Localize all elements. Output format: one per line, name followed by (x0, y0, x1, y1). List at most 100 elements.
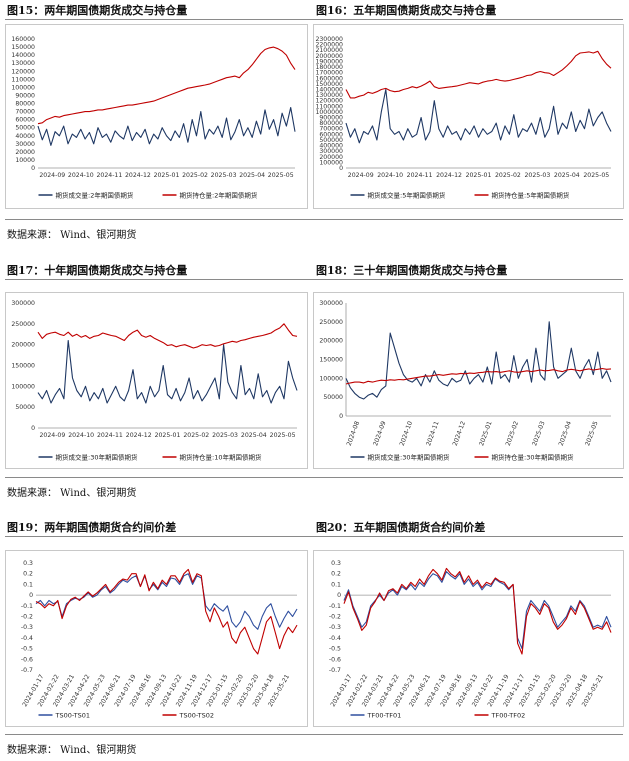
x-tick-label: 2024-10 (377, 172, 403, 179)
legend-label: 期货成交量:5年期国债期货 (368, 190, 446, 199)
chart-svg-fig19: 0.30.20.10-0.1-0.2-0.3-0.4-0.5-0.6-0.720… (21, 560, 298, 719)
x-tick-label: 2025-03 (212, 432, 238, 439)
y-tick-label: 400000 (319, 143, 343, 150)
y-tick-label: 0 (31, 165, 35, 172)
x-tick-label: 2024-12 (452, 420, 467, 447)
y-tick-label: 900000 (319, 115, 343, 122)
y-tick-label: 1800000 (315, 64, 343, 71)
legend-label: 期货成交量:2年期国债期货 (56, 190, 134, 199)
y-tick-label: 100000 (319, 375, 343, 382)
x-tick-label: 2025-02 (183, 432, 209, 439)
y-tick-label: 0.2 (331, 571, 341, 578)
y-tick-label: 100000 (11, 383, 35, 390)
y-tick-label: 1400000 (315, 86, 343, 93)
y-tick-label: 300000 (319, 148, 343, 155)
y-tick-label: 80000 (15, 101, 35, 108)
y-tick-label: 0.3 (331, 560, 341, 567)
x-tick-label: 2025-03 (524, 172, 550, 179)
y-tick-label: 150000 (11, 363, 35, 370)
x-tick-label: 2025-02 (182, 172, 208, 179)
y-tick-label: 0 (337, 592, 341, 599)
source-rule-row2 (5, 477, 623, 478)
series-line-a (343, 571, 612, 650)
series-line-a (37, 339, 298, 404)
x-tick-label: 2024-08 (346, 420, 361, 447)
x-tick-label: 2024-09 (39, 172, 65, 179)
x-tick-label: 2024-10 (68, 432, 94, 439)
x-tick-label: 2025-01 (155, 432, 181, 439)
y-tick-label: 90000 (15, 92, 35, 99)
figure-title-19: 图19：两年期国债期货合约间价差 (7, 521, 177, 534)
y-tick-label: 0 (339, 413, 343, 420)
y-tick-label: 200000 (319, 338, 343, 345)
chart-panel-18: 300000 250000 200000 150000 100000 50000 0 2024… (313, 292, 624, 469)
y-tick-label: -0.6 (329, 656, 341, 663)
y-tick-label: 0.2 (23, 571, 33, 578)
x-tick-label: 2024-09 (348, 172, 374, 179)
legend-label: TF00-TF01 (367, 711, 402, 719)
y-tick-label: 30000 (15, 141, 35, 148)
y-tick-label: -0.3 (329, 624, 341, 631)
chart-panel-19: 0.3 0.2 0.1 0 -0.1 -0.2 -0.3 -0.4 -0.5 -0.6 -0.7 20… (5, 550, 308, 727)
series-line-a (35, 573, 298, 630)
title-rule-row3 (5, 536, 623, 537)
y-tick-label: 160000 (11, 36, 35, 43)
data-source-1: 数据来源： Wind、银河期货 (7, 230, 137, 241)
y-tick-label: -0.1 (329, 603, 341, 610)
figure-title-16: 图16：五年期国债期货成交与持仓量 (316, 4, 497, 17)
y-tick-label: 1000000 (315, 109, 343, 116)
y-tick-label: 0.1 (331, 581, 341, 588)
y-tick-label: 800000 (319, 120, 343, 127)
x-tick-label: 2024-10 (399, 420, 414, 447)
y-tick-label: 100000 (319, 159, 343, 166)
chart-panel-20: 0.3 0.2 0.1 0 -0.1 -0.2 -0.3 -0.4 -0.5 -0.6 -0.7 20… (313, 550, 624, 727)
chart-panel-15: 160000 150000 140000 130000 120000 110000 1000… (5, 24, 308, 209)
x-tick-label: 2025-01 (478, 420, 493, 447)
legend-label: TS00-TS01 (55, 711, 90, 719)
series-line-b (35, 568, 298, 655)
series-line-b (345, 367, 612, 385)
x-tick-label: 2024-10 (68, 172, 94, 179)
chart-svg-fig18: 3000002500002000001500001000005000002024… (319, 300, 612, 461)
figure-title-17: 图17：十年期国债期货成交与持仓量 (7, 264, 188, 277)
y-tick-label: 140000 (11, 52, 35, 59)
x-tick-label: 2025-04 (558, 420, 573, 447)
y-tick-label: 120000 (11, 68, 35, 75)
y-tick-label: 500000 (319, 137, 343, 144)
y-tick-label: -0.1 (21, 603, 33, 610)
y-tick-label: 60000 (15, 117, 35, 124)
y-tick-label: 70000 (15, 109, 35, 116)
y-tick-label: 0.3 (23, 560, 33, 567)
x-tick-label: 2024-11 (407, 172, 433, 179)
x-tick-label: 2025-04 (241, 432, 267, 439)
x-tick-label: 2025-05 (584, 420, 599, 447)
x-tick-label: 2025-05 (583, 172, 609, 179)
x-tick-label: 2024-12 (125, 172, 151, 179)
y-tick-label: 40000 (15, 133, 35, 140)
y-tick-label: 1300000 (315, 92, 343, 99)
x-tick-label: 2024-11 (96, 172, 122, 179)
y-tick-label: 0 (29, 592, 33, 599)
y-tick-label: 250000 (319, 319, 343, 326)
x-tick-label: 2025-01 (466, 172, 492, 179)
chart-panel-17: 300000 250000 200000 150000 100000 50000 0 2024… (5, 292, 308, 469)
y-tick-label: 200000 (11, 342, 35, 349)
series-line-a (345, 88, 612, 144)
title-rule-row2 (5, 279, 623, 280)
x-tick-label: 2024-09 (39, 432, 65, 439)
x-tick-label: 2024-12 (126, 432, 152, 439)
y-tick-label: 1200000 (315, 98, 343, 105)
y-tick-label: -0.5 (329, 646, 341, 653)
y-tick-label: 0 (339, 165, 343, 172)
y-tick-label: 50000 (323, 394, 343, 401)
y-tick-label: 1100000 (315, 103, 343, 110)
y-tick-label: 150000 (319, 357, 343, 364)
chart-svg-fig16: 2300000220000021000002000000190000018000… (315, 36, 612, 199)
chart-svg-fig17: 300000 250000 200000 150000 100000 50000 0 2024… (11, 300, 298, 461)
legend-label: TS00-TS02 (179, 711, 214, 719)
legend-label: 期货持仓量:10年期国债期货 (180, 452, 262, 461)
x-tick-label: 2025-01 (154, 172, 180, 179)
chart-panel-16: 2300000 2200000 2100000 2000000 1900000 18000… (313, 24, 624, 209)
y-tick-label: -0.7 (329, 667, 341, 674)
y-tick-label: -0.5 (21, 646, 33, 653)
